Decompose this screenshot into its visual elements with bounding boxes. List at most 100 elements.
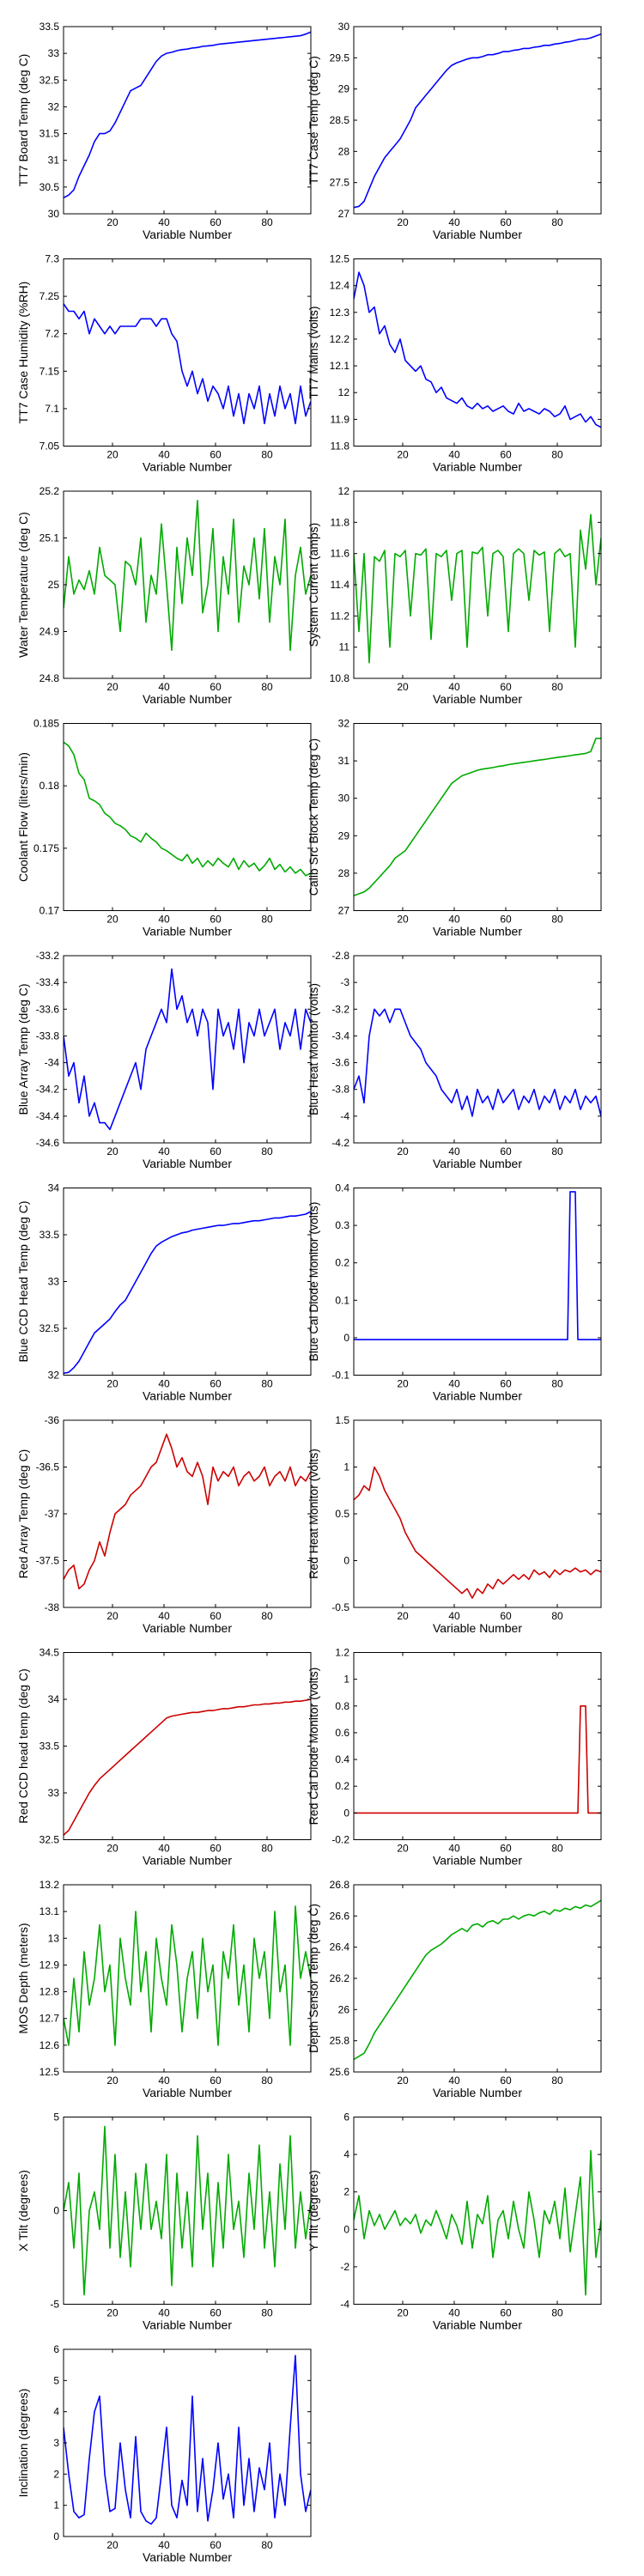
chart-12-y-tick-label: 0.3 — [335, 1219, 349, 1231]
chart-20-x-axis-label: Variable Number — [433, 2318, 522, 2332]
chart-10-x-tick-label: 60 — [500, 1145, 512, 1157]
chart-11-axes-box — [63, 1188, 312, 1376]
chart-13-axes-box — [63, 1419, 312, 1608]
chart-16-y-tick-label: 0 — [343, 1807, 349, 1819]
chart-8-series-line — [354, 738, 601, 896]
chart-1-axes-box — [63, 26, 312, 215]
chart-6-x-axis-label: Variable Number — [433, 692, 522, 706]
chart-18-x-tick-label: 60 — [500, 2075, 512, 2087]
chart-6-x-tick-label: 60 — [500, 681, 512, 693]
chart-10-series-line — [354, 1008, 601, 1117]
chart-20-y-tick-label: -2 — [340, 2261, 349, 2273]
chart-20-x-tick-label: 60 — [500, 2307, 512, 2319]
chart-16-y-tick-label: 0.6 — [335, 1727, 349, 1739]
chart-19-y-tick-label: 5 — [53, 2111, 59, 2123]
chart-9-axes-box — [63, 955, 312, 1144]
chart-6-y-tick-label: 11 — [339, 641, 350, 653]
chart-7-y-tick-label: 0.17 — [39, 905, 60, 917]
chart-4-y-tick-label: 12 — [338, 386, 350, 398]
chart-14-x-tick-label: 40 — [448, 1610, 460, 1622]
chart-13-y-tick-label: -37 — [45, 1508, 60, 1520]
chart-7-x-tick-label: 40 — [158, 914, 170, 926]
chart-18-x-tick-label: 40 — [448, 2075, 460, 2087]
chart-4-x-tick-label: 20 — [397, 449, 409, 461]
chart-3-x-tick-label: 80 — [261, 449, 273, 461]
chart-13-x-axis-label: Variable Number — [143, 1621, 232, 1635]
chart-4-x-axis-label: Variable Number — [433, 460, 522, 474]
chart-16-y-tick-label: -0.2 — [331, 1834, 349, 1846]
chart-16-y-tick-label: 0.4 — [335, 1753, 349, 1765]
chart-4-x-tick-label: 60 — [500, 449, 512, 461]
chart-12-y-tick-label: 0 — [343, 1332, 349, 1344]
chart-1-x-tick-label: 40 — [158, 216, 170, 228]
chart-13-y-tick-label: -36 — [45, 1414, 60, 1426]
chart-9-y-tick-label: -34.4 — [36, 1110, 60, 1122]
chart-11-y-tick-label: 32.5 — [39, 1322, 60, 1334]
chart-4-x-tick-label: 40 — [448, 449, 460, 461]
chart-14-y-tick-label: -0.5 — [331, 1601, 349, 1613]
chart-3-y-tick-label: 7.3 — [45, 253, 59, 265]
chart-3-x-tick-label: 20 — [106, 449, 118, 461]
chart-8-calib-src-block-temp-deg-c: 20 40 60 80 27 28 29 30 31 32 Variable Number Calib… — [307, 718, 602, 939]
chart-9-blue-array-temp-deg-c: 20 40 60 80 -34.6 -34.4 -34.2 -34 -33.8 -33.6 -33.… — [16, 950, 312, 1170]
chart-12-x-axis-label: Variable Number — [433, 1389, 522, 1403]
chart-8-x-axis-label: Variable Number — [433, 925, 522, 939]
chart-11-y-tick-label: 34 — [48, 1182, 60, 1194]
chart-11-x-tick-label: 60 — [210, 1378, 222, 1390]
chart-14-x-tick-label: 80 — [551, 1610, 563, 1622]
chart-5-x-tick-label: 60 — [210, 681, 222, 693]
chart-6-y-tick-label: 12 — [338, 485, 350, 497]
chart-9-y-axis-label: Blue Array Temp (deg C) — [16, 983, 30, 1115]
chart-7-y-tick-label: 0.185 — [33, 718, 59, 730]
chart-12-x-tick-label: 80 — [551, 1378, 563, 1390]
chart-15-axes-box — [63, 1652, 312, 1840]
chart-21-x-tick-label: 80 — [261, 2539, 273, 2551]
chart-15-x-tick-label: 60 — [210, 1843, 222, 1855]
chart-16-x-axis-label: Variable Number — [433, 1854, 522, 1868]
chart-17-y-tick-label: 12.9 — [39, 1959, 60, 1971]
chart-10-y-tick-label: -3.4 — [331, 1030, 349, 1042]
chart-4-y-tick-label: 12.1 — [330, 360, 350, 372]
chart-4-y-tick-label: 11.9 — [331, 413, 350, 425]
chart-1-tt7-board-temp-deg-c: 20 40 60 80 30 30.5 31 31.5 32 32.5 33 33.5 Variable… — [16, 21, 312, 241]
chart-8-y-tick-label: 29 — [338, 829, 350, 841]
chart-21-y-tick-label: 1 — [53, 2500, 59, 2512]
chart-2-y-tick-label: 27 — [338, 208, 350, 220]
chart-6-x-tick-label: 20 — [397, 681, 409, 693]
chart-15-x-tick-label: 40 — [158, 1843, 170, 1855]
chart-11-y-tick-label: 32 — [48, 1370, 60, 1382]
chart-12-x-tick-label: 20 — [397, 1378, 409, 1390]
chart-19-y-tick-label: 0 — [53, 2205, 59, 2217]
chart-10-x-tick-label: 40 — [448, 1145, 460, 1157]
chart-10-y-tick-label: -3 — [340, 976, 349, 988]
chart-13-y-tick-label: -36.5 — [36, 1461, 60, 1473]
chart-10-y-tick-label: -4 — [340, 1110, 349, 1122]
chart-7-x-tick-label: 80 — [261, 914, 273, 926]
chart-17-axes-box — [63, 1884, 312, 2073]
chart-6-y-axis-label: System Current (amps) — [307, 523, 320, 647]
chart-7-y-tick-label: 0.18 — [39, 780, 60, 792]
chart-9-y-tick-label: -34.2 — [36, 1084, 60, 1096]
chart-2-y-tick-label: 28.5 — [330, 114, 350, 126]
chart-11-y-tick-label: 33.5 — [39, 1229, 60, 1241]
chart-12-x-tick-label: 60 — [500, 1378, 512, 1390]
chart-1-y-tick-label: 31.5 — [39, 128, 60, 140]
chart-8-y-tick-label: 27 — [338, 905, 350, 917]
chart-16-y-tick-label: 0.2 — [335, 1780, 349, 1792]
chart-16-x-tick-label: 80 — [551, 1843, 563, 1855]
chart-1-x-tick-label: 80 — [261, 216, 273, 228]
chart-9-x-tick-label: 20 — [106, 1145, 118, 1157]
chart-7-coolant-flow-liters-min: 20 40 60 80 0.17 0.175 0.18 0.185 Variable Numbe… — [16, 718, 312, 939]
chart-2-y-tick-label: 29.5 — [330, 52, 350, 64]
chart-18-y-tick-label: 25.8 — [330, 2035, 350, 2047]
chart-20-y-tilt-degrees: 20 40 60 80 -4 -2 0 2 4 6 Variable Number Y Tilt (d… — [307, 2111, 602, 2332]
chart-21-inclination-degrees: 20 40 60 80 0 1 2 3 4 5 6 Variable Number Inclinatio… — [16, 2343, 312, 2564]
chart-18-depth-sensor-temp-deg-c: 20 40 60 80 25.6 25.8 26 26.2 26.4 26.6 26.8 Variab… — [307, 1879, 602, 2099]
chart-21-x-tick-label: 20 — [106, 2539, 118, 2551]
chart-18-y-axis-label: Depth Sensor Temp (deg C) — [307, 1904, 320, 2053]
chart-2-y-axis-label: TT7 Case Temp (deg C) — [307, 56, 320, 185]
chart-20-y-tick-label: 4 — [343, 2148, 349, 2160]
chart-11-series-line — [64, 1211, 311, 1375]
chart-11-x-tick-label: 40 — [158, 1378, 170, 1390]
chart-8-y-tick-label: 32 — [338, 718, 350, 730]
